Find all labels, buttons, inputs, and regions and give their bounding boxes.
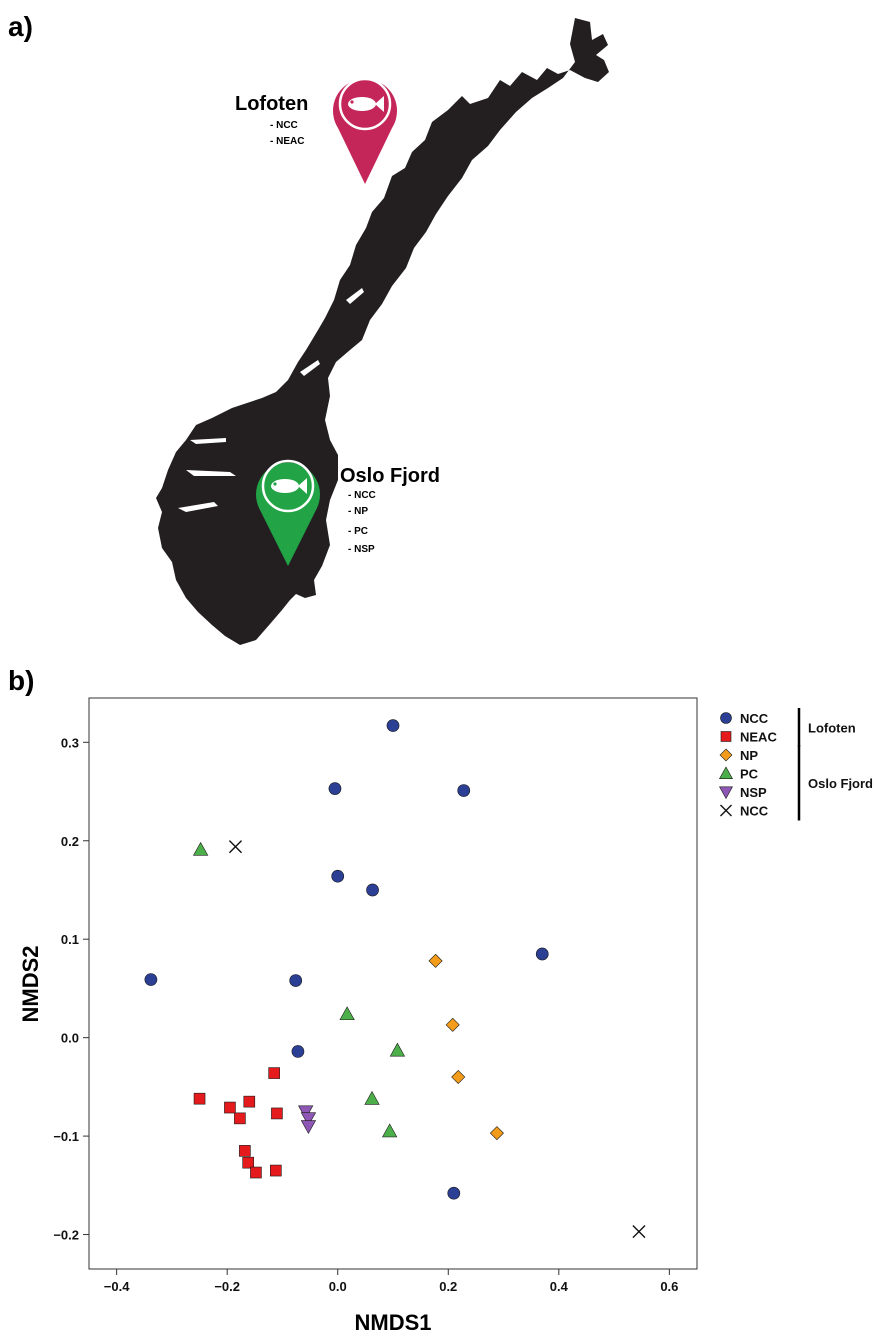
oslo-fjord-pin [255,459,320,566]
point-neac-square [270,1164,282,1177]
y-tick-label: −0.1 [53,1129,79,1144]
point-np-diamond [428,953,443,968]
y-tick-label: 0.3 [61,735,79,750]
site-population: - NEAC [270,136,304,147]
fish-icon [348,96,384,112]
point-ncc-circle [535,947,549,961]
legend-label: NP [740,748,758,763]
point-np-diamond [489,1126,504,1141]
x-tick-label: 0.0 [329,1279,347,1294]
point-ncc-circle [447,1186,461,1200]
legend-marker [718,786,734,800]
legend-label: NCC [740,804,769,819]
point-ncc-circle [386,719,400,732]
point-neac-square [243,1095,256,1108]
site-name-oslo-fjord: Oslo Fjord [340,465,440,487]
legend-group-label: Oslo Fjord [808,776,873,791]
point-pc-triangle-up [389,1042,406,1057]
point-ncc-circle [457,784,471,797]
point-ncc-circle [291,1045,305,1058]
point-nsp-triangle-down [298,1105,314,1120]
point-pc-triangle-up [364,1090,380,1105]
panel-label-b: b) [8,665,34,696]
legend-label: PC [740,767,759,782]
y-tick-label: −0.2 [53,1228,79,1243]
fish-icon [271,478,307,494]
legend-marker [720,731,732,742]
x-tick-label: 0.4 [550,1279,569,1294]
legend-marker [718,766,734,780]
point-neac-square [224,1101,236,1114]
site-population: - NSP [348,544,375,555]
site-name-lofoten: Lofoten [235,93,308,115]
point-np-diamond [445,1017,460,1032]
point-neac-square [268,1067,280,1079]
y-axis: −0.2 −0.1 0.0 0.1 0.2 0.3 [53,735,89,1243]
point-neac-square [193,1092,206,1105]
point-pc-triangle-up [339,1006,355,1021]
point-ncc-x [228,840,243,854]
point-neac-square [242,1156,254,1169]
lofoten-pin [333,77,397,184]
point-ncc-circle [328,782,342,795]
x-axis-title: NMDS1 [354,1310,431,1335]
y-axis-title: NMDS2 [18,945,43,1022]
point-neac-square [239,1145,251,1157]
legend-group-label: Lofoten [808,720,856,735]
legend-marker [720,804,732,817]
legend-marker [720,712,732,724]
legend-marker [719,748,733,762]
point-ncc-x [632,1225,646,1239]
point-neac-square [234,1112,246,1125]
x-axis: −0.4 −0.2 0.0 0.2 0.4 0.6 [104,1269,678,1294]
site-population: - PC [348,526,368,537]
point-ncc-circle [144,973,158,986]
y-tick-label: 0.0 [61,1031,79,1046]
x-tick-label: −0.4 [104,1279,130,1294]
legend-label: NSP [740,785,767,800]
point-ncc-circle [331,869,345,883]
site-population: - NCC [270,120,298,131]
plot-frame [88,697,698,1270]
point-nsp-triangle-down [300,1120,317,1135]
site-population: - NP [348,506,368,517]
site-population: - NCC [348,490,376,501]
legend-label: NEAC [740,730,777,745]
point-ncc-circle [289,974,303,987]
point-nsp-triangle-down [300,1112,317,1127]
point-neac-square [250,1166,262,1179]
point-pc-triangle-up [192,841,209,856]
legend: NCC NEAC NP PC NSP NCC Lofoten Oslo Fjord [718,708,873,821]
x-tick-label: 0.6 [660,1279,678,1294]
data-points [144,719,646,1239]
x-tick-label: −0.2 [214,1279,240,1294]
point-neac-square [271,1107,283,1120]
x-tick-label: 0.2 [439,1279,457,1294]
point-pc-triangle-up [382,1123,398,1138]
y-tick-label: 0.1 [61,932,79,947]
point-np-diamond [451,1070,466,1085]
legend-label: NCC [740,711,769,726]
y-tick-label: 0.2 [61,834,79,849]
point-ncc-circle [366,883,379,897]
panel-label-a: a) [8,11,33,42]
